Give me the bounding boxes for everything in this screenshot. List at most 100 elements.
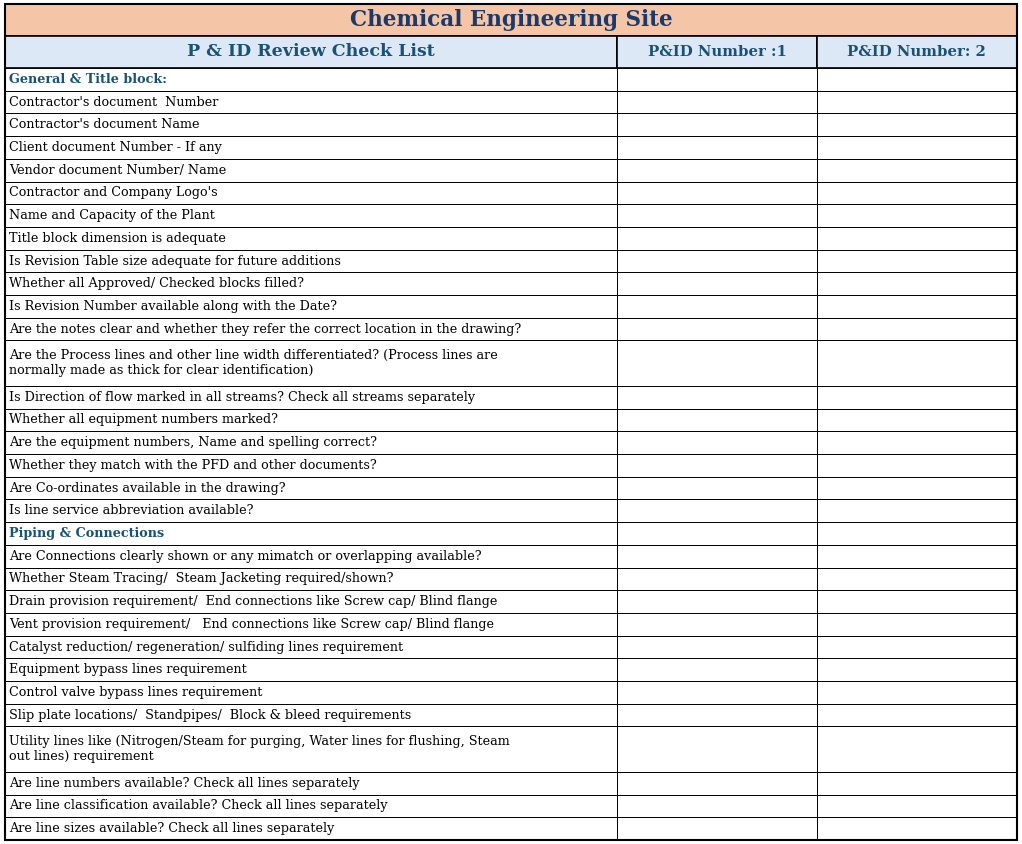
Bar [5,90,617,113]
Bar [5,431,617,454]
Bar [5,658,617,681]
Text: Are line classification available? Check all lines separately: Are line classification available? Check… [9,799,387,813]
Text: Utility lines like (Nitrogen/Steam for purging, Water lines for flushing, Steam
: Utility lines like (Nitrogen/Steam for p… [9,735,510,763]
Bar [817,181,1017,204]
Bar [5,727,617,772]
Bar [617,136,817,159]
Text: General & Title block:: General & Title block: [9,73,167,86]
Text: Is Direction of flow marked in all streams? Check all streams separately: Is Direction of flow marked in all strea… [9,391,475,403]
Bar [5,136,617,159]
Text: Client document Number - If any: Client document Number - If any [9,141,222,154]
Bar [617,681,817,704]
Bar [5,4,1017,36]
Bar [617,68,817,90]
Bar [617,613,817,636]
Bar [5,590,617,613]
Text: Whether all equipment numbers marked?: Whether all equipment numbers marked? [9,414,278,426]
Text: Contractor and Company Logo's: Contractor and Company Logo's [9,187,218,199]
Text: Is Revision Number available along with the Date?: Is Revision Number available along with … [9,300,337,313]
Bar [817,250,1017,273]
Text: Piping & Connections: Piping & Connections [9,527,165,540]
Bar [5,295,617,317]
Bar [617,159,817,181]
Text: Whether Steam Tracing/  Steam Jacketing required/shown?: Whether Steam Tracing/ Steam Jacketing r… [9,572,393,586]
Bar [817,704,1017,727]
Text: Are the equipment numbers, Name and spelling correct?: Are the equipment numbers, Name and spel… [9,436,377,449]
Bar [617,181,817,204]
Bar [5,794,617,817]
Bar [617,477,817,500]
Bar [617,636,817,658]
Bar [817,431,1017,454]
Bar [817,36,1017,68]
Bar [817,227,1017,250]
Bar [617,36,817,68]
Bar [5,522,617,545]
Bar [5,227,617,250]
Text: Whether all Approved/ Checked blocks filled?: Whether all Approved/ Checked blocks fil… [9,277,304,290]
Bar [617,567,817,590]
Bar [617,386,817,408]
Bar [817,522,1017,545]
Bar [617,545,817,567]
Text: Title block dimension is adequate: Title block dimension is adequate [9,232,226,245]
Bar [617,454,817,477]
Bar [817,386,1017,408]
Bar [617,658,817,681]
Bar [5,204,617,227]
Bar [617,204,817,227]
Bar [817,159,1017,181]
Bar [817,681,1017,704]
Bar [617,500,817,522]
Bar [817,658,1017,681]
Bar [5,500,617,522]
Bar [617,273,817,295]
Bar [5,817,617,840]
Bar [5,113,617,136]
Bar [5,454,617,477]
Bar [5,159,617,181]
Text: Control valve bypass lines requirement: Control valve bypass lines requirement [9,686,263,699]
Text: P&ID Number :1: P&ID Number :1 [648,45,786,59]
Text: Catalyst reduction/ regeneration/ sulfiding lines requirement: Catalyst reduction/ regeneration/ sulfid… [9,641,403,653]
Text: Is line service abbreviation available?: Is line service abbreviation available? [9,504,253,517]
Bar [817,500,1017,522]
Bar [817,113,1017,136]
Text: P & ID Review Check List: P & ID Review Check List [187,44,435,61]
Bar [5,681,617,704]
Bar [617,408,817,431]
Bar [817,408,1017,431]
Bar [617,590,817,613]
Text: Contractor's document Name: Contractor's document Name [9,118,199,132]
Bar [617,794,817,817]
Bar [617,340,817,386]
Text: Are the Process lines and other line width differentiated? (Process lines are
no: Are the Process lines and other line wid… [9,349,498,377]
Text: Chemical Engineering Site: Chemical Engineering Site [350,9,672,31]
Text: Vent provision requirement/   End connections like Screw cap/ Blind flange: Vent provision requirement/ End connecti… [9,618,494,630]
Bar [617,295,817,317]
Bar [617,113,817,136]
Bar [817,68,1017,90]
Text: Slip plate locations/  Standpipes/  Block & bleed requirements: Slip plate locations/ Standpipes/ Block … [9,709,411,722]
Bar [817,727,1017,772]
Bar [5,545,617,567]
Bar [817,90,1017,113]
Bar [817,340,1017,386]
Bar [5,250,617,273]
Bar [617,317,817,340]
Text: Contractor's document  Number: Contractor's document Number [9,95,219,109]
Bar [817,545,1017,567]
Bar [617,772,817,794]
Text: Are line sizes available? Check all lines separately: Are line sizes available? Check all line… [9,822,334,836]
Bar [817,273,1017,295]
Text: Are line numbers available? Check all lines separately: Are line numbers available? Check all li… [9,776,360,790]
Text: Vendor document Number/ Name: Vendor document Number/ Name [9,164,226,176]
Bar [5,68,617,90]
Bar [5,567,617,590]
Bar [5,477,617,500]
Bar [817,794,1017,817]
Bar [817,295,1017,317]
Text: Equipment bypass lines requirement: Equipment bypass lines requirement [9,663,246,676]
Bar [617,250,817,273]
Bar [817,590,1017,613]
